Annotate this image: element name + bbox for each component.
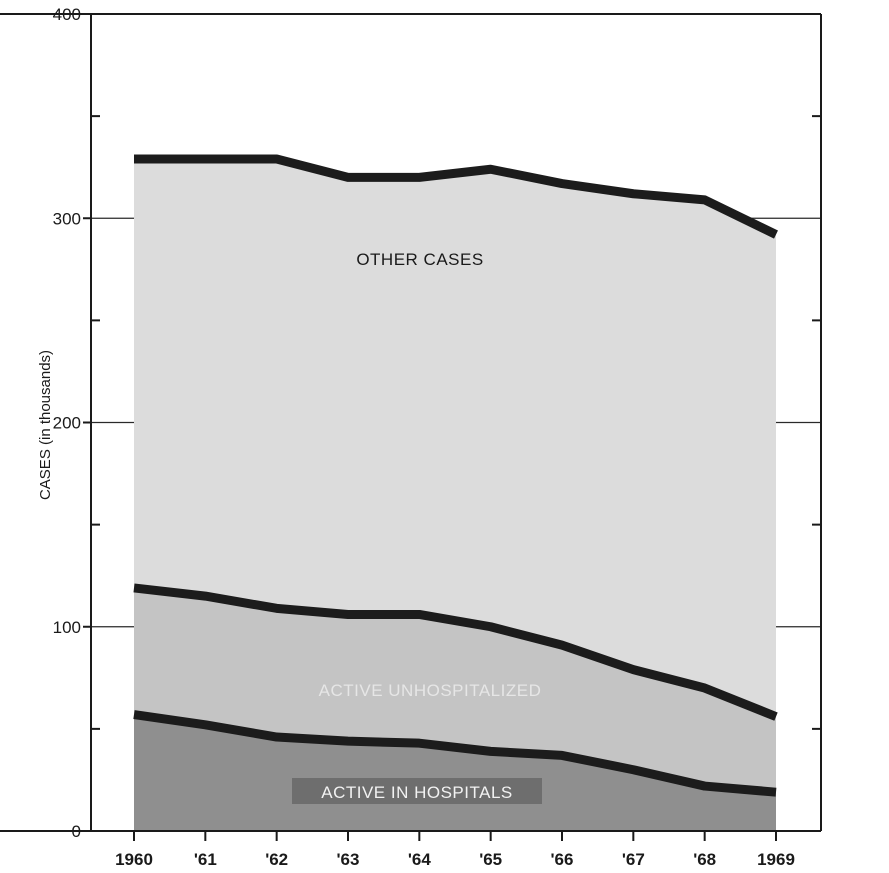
y-tick-label: 0: [72, 822, 81, 841]
label-active-in-hospitals-box: [292, 778, 542, 804]
plot-frame: [0, 13, 822, 832]
x-tick-label: '64: [408, 850, 431, 869]
series-lines: [133, 154, 778, 797]
line-total-cases: [134, 154, 778, 239]
y-tick-label: 200: [53, 414, 81, 433]
y-tick-label: 300: [53, 209, 81, 228]
y-axis-title: CASES (in thousands): [37, 350, 54, 500]
line-active-total: [133, 583, 778, 721]
x-tick-label: '65: [479, 850, 502, 869]
area-other-cases: [134, 159, 776, 717]
x-axis-ticks: 1960 '61 '62 '63 '64 '65 '66 '67 '68 1969: [115, 831, 795, 869]
y-tick-label: 100: [53, 618, 81, 637]
label-other-cases: OTHER CASES: [356, 250, 483, 269]
x-tick-label: 1960: [115, 850, 153, 869]
x-tick-label: 1969: [757, 850, 795, 869]
x-tick-label: '62: [265, 850, 288, 869]
x-tick-label: '61: [194, 850, 217, 869]
x-tick-label: '68: [693, 850, 716, 869]
x-tick-label: '67: [622, 850, 645, 869]
x-tick-label: '63: [337, 850, 360, 869]
label-active-unhospitalized: ACTIVE UNHOSPITALIZED: [319, 681, 542, 700]
area-active-unhospitalized: [134, 587, 776, 793]
line-active-in-hospitals: [133, 710, 777, 797]
y-axis-ticks: 0 100 200 300 400: [53, 5, 821, 841]
x-tick-label: '66: [551, 850, 574, 869]
label-active-in-hospitals: ACTIVE IN HOSPITALS: [321, 783, 513, 802]
y-tick-label: 400: [53, 5, 81, 24]
